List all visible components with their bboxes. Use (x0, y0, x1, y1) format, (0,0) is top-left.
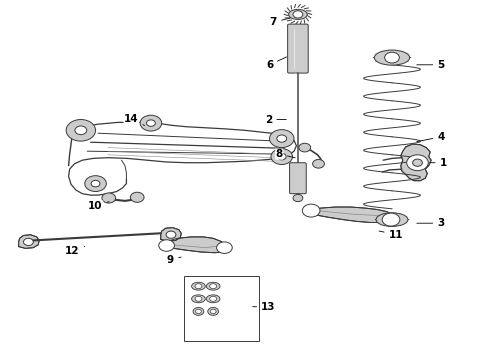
Circle shape (293, 11, 303, 18)
Circle shape (277, 153, 286, 160)
Text: 11: 11 (379, 230, 403, 240)
Ellipse shape (289, 9, 307, 19)
Text: 13: 13 (253, 302, 276, 312)
Circle shape (159, 240, 174, 251)
Circle shape (91, 180, 100, 187)
Circle shape (382, 213, 400, 226)
Text: 4: 4 (417, 132, 445, 142)
FancyBboxPatch shape (288, 24, 308, 73)
Circle shape (313, 159, 324, 168)
Circle shape (196, 309, 201, 314)
Circle shape (210, 296, 217, 301)
Ellipse shape (374, 50, 410, 65)
Circle shape (270, 130, 294, 148)
Text: 12: 12 (65, 246, 85, 256)
Circle shape (386, 215, 398, 224)
Ellipse shape (206, 295, 220, 303)
Polygon shape (401, 144, 431, 181)
Ellipse shape (192, 295, 205, 303)
Polygon shape (19, 235, 39, 248)
Circle shape (302, 204, 320, 217)
Circle shape (85, 176, 106, 192)
Circle shape (195, 284, 202, 289)
Circle shape (140, 115, 162, 131)
Polygon shape (308, 207, 394, 222)
Circle shape (277, 135, 287, 142)
Circle shape (75, 126, 87, 135)
Text: 3: 3 (417, 218, 444, 228)
Circle shape (24, 238, 33, 246)
Polygon shape (161, 228, 181, 241)
Ellipse shape (206, 282, 220, 290)
Circle shape (130, 192, 144, 202)
Text: 1: 1 (430, 158, 447, 168)
Circle shape (210, 284, 217, 289)
Circle shape (66, 120, 96, 141)
Text: 9: 9 (167, 255, 181, 265)
Circle shape (195, 296, 202, 301)
Ellipse shape (193, 307, 204, 315)
Circle shape (385, 52, 399, 63)
Circle shape (210, 309, 216, 314)
FancyBboxPatch shape (290, 163, 306, 194)
Circle shape (299, 143, 311, 152)
Circle shape (147, 120, 155, 126)
Circle shape (102, 193, 116, 203)
Ellipse shape (376, 213, 408, 226)
Circle shape (166, 231, 176, 238)
Circle shape (217, 242, 232, 253)
Circle shape (407, 155, 428, 171)
Polygon shape (162, 237, 228, 253)
Text: 2: 2 (265, 114, 286, 125)
Circle shape (413, 159, 422, 166)
Ellipse shape (192, 282, 205, 290)
Circle shape (293, 194, 303, 202)
Circle shape (271, 149, 293, 165)
Text: 5: 5 (417, 60, 444, 70)
FancyBboxPatch shape (184, 276, 259, 341)
Text: 6: 6 (266, 57, 287, 70)
Text: 14: 14 (124, 114, 145, 126)
Text: 8: 8 (276, 149, 295, 159)
Text: 7: 7 (270, 17, 291, 27)
Text: 10: 10 (88, 201, 109, 211)
Ellipse shape (208, 307, 219, 315)
